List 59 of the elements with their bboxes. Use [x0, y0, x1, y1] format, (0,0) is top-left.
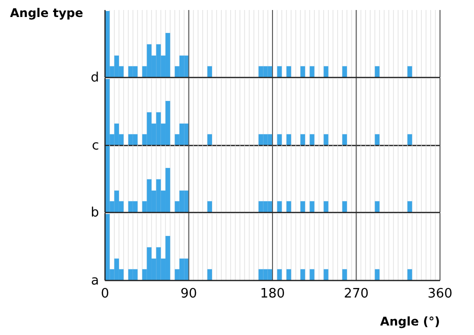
bar [179, 190, 184, 212]
bar [286, 201, 292, 212]
bar [342, 268, 347, 280]
x-tick-label: 270 [344, 286, 369, 301]
bar [342, 66, 347, 78]
bar [132, 66, 138, 78]
bar [165, 235, 170, 280]
bar [324, 66, 328, 78]
x-tick-label: 0 [100, 286, 110, 301]
bar [207, 134, 212, 145]
bar [179, 123, 184, 145]
bar [207, 66, 212, 78]
x-axis-title: Angle (°) [380, 314, 440, 328]
bar [286, 268, 292, 280]
y-axis-title: b [90, 206, 99, 220]
bar [132, 201, 138, 212]
bar [165, 168, 170, 212]
y-axis-title: d [90, 70, 99, 86]
x-tick-label: 90 [180, 286, 198, 301]
bar [207, 201, 212, 212]
bar [310, 66, 314, 78]
y-axis-title: a [91, 273, 99, 288]
bar [374, 66, 380, 78]
bar [286, 134, 292, 145]
bar [132, 134, 138, 145]
bar [324, 201, 328, 212]
bar [179, 258, 184, 280]
bar [310, 268, 314, 280]
bar [207, 268, 212, 280]
bar [324, 268, 328, 280]
bar [165, 100, 170, 145]
bar [165, 32, 170, 78]
bar [310, 201, 314, 212]
bar [277, 268, 282, 280]
bar [132, 268, 138, 280]
bar [277, 66, 282, 78]
bar [286, 66, 292, 78]
y-axis-title: c [92, 138, 99, 153]
bar [374, 268, 380, 280]
bar [342, 201, 347, 212]
bar [300, 134, 306, 145]
bar [277, 201, 282, 212]
bar [277, 134, 282, 145]
bar [342, 134, 347, 145]
x-tick-label: 360 [428, 286, 452, 301]
bar [407, 134, 412, 145]
bar [310, 134, 314, 145]
x-tick-label: 180 [260, 286, 285, 301]
bar [374, 134, 380, 145]
bar [324, 134, 328, 145]
bar [407, 201, 412, 212]
bar [300, 201, 306, 212]
text: Angle type [10, 6, 84, 20]
bar [374, 201, 380, 212]
bar [407, 268, 412, 280]
bar [407, 66, 412, 78]
bar [300, 268, 306, 280]
bar [300, 66, 306, 78]
bar [179, 56, 184, 78]
